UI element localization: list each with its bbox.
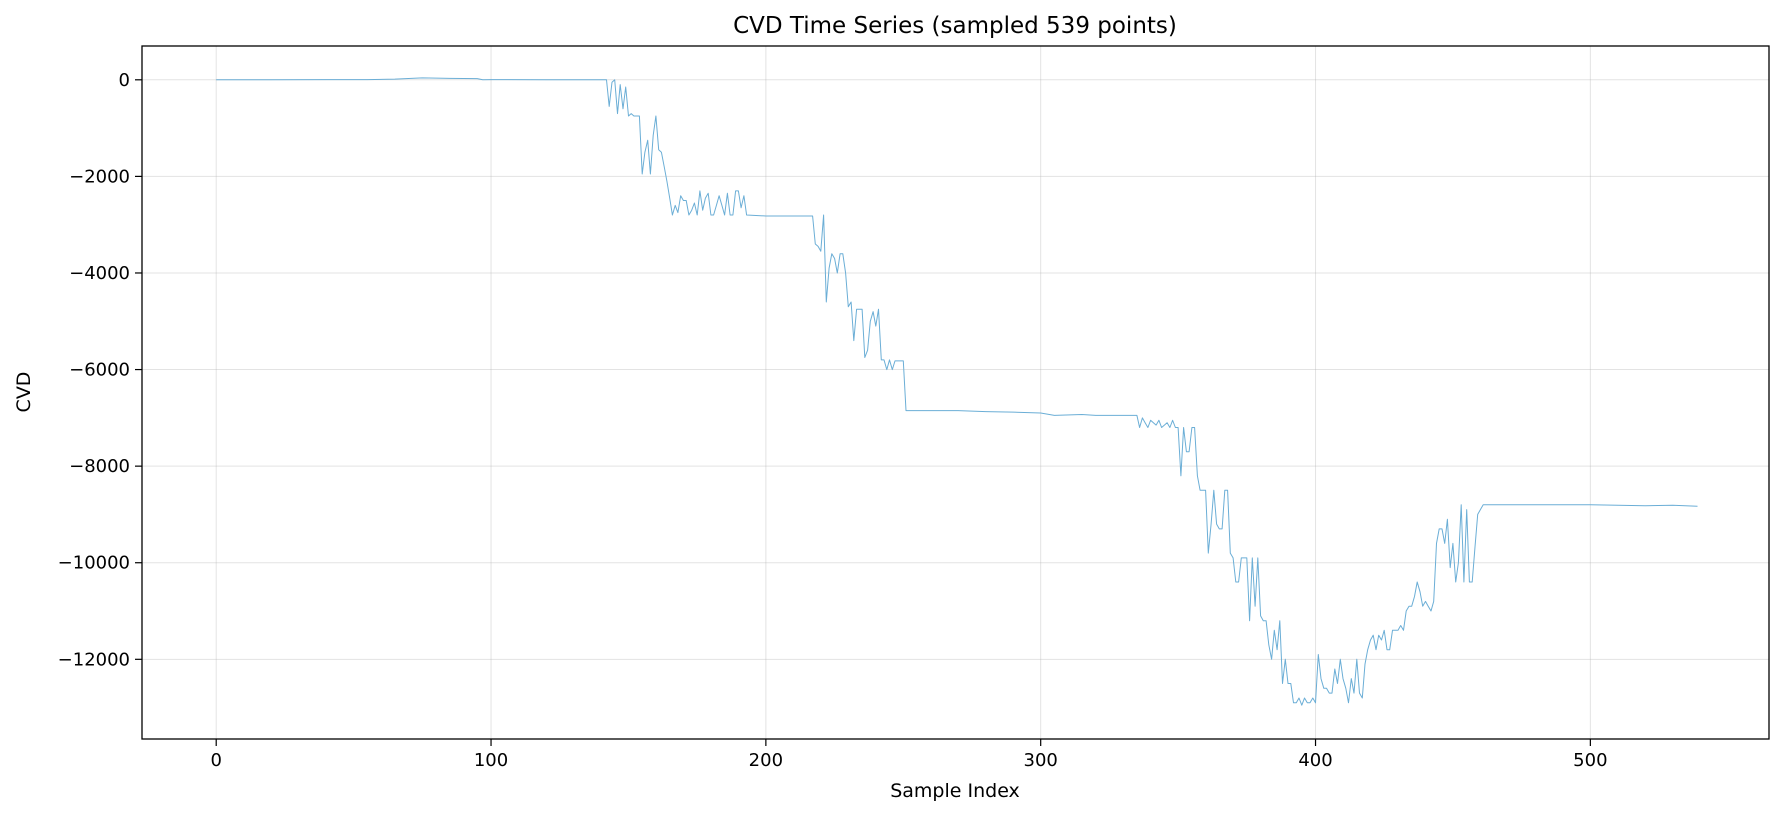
- y-tick-label: 0: [119, 70, 130, 91]
- x-axis-title: Sample Index: [890, 780, 1020, 802]
- x-tick-label: 100: [474, 750, 508, 771]
- y-axis: 0 −2000 −4000 −6000 −8000 −10000 −12000: [58, 70, 142, 670]
- x-tick-label: 500: [1573, 750, 1607, 771]
- cvd-series-line: [216, 77, 1698, 706]
- series-layer: [216, 77, 1698, 706]
- y-tick-label: −6000: [69, 360, 130, 381]
- x-axis: 0 100 200 300 400 500: [210, 739, 1608, 771]
- x-tick-label: 400: [1298, 750, 1332, 771]
- chart-title: CVD Time Series (sampled 539 points): [733, 13, 1177, 39]
- y-tick-label: −10000: [58, 553, 130, 574]
- y-tick-label: −12000: [58, 649, 130, 670]
- y-tick-label: −8000: [69, 456, 130, 477]
- plot-area-frame: [141, 45, 1770, 740]
- x-tick-label: 300: [1024, 750, 1058, 771]
- y-axis-title: CVD: [13, 372, 35, 413]
- x-tick-label: 200: [749, 750, 783, 771]
- y-tick-label: −4000: [69, 263, 130, 284]
- grid-lines: [142, 46, 1769, 739]
- y-tick-label: −2000: [69, 166, 130, 187]
- x-tick-label: 0: [210, 750, 221, 771]
